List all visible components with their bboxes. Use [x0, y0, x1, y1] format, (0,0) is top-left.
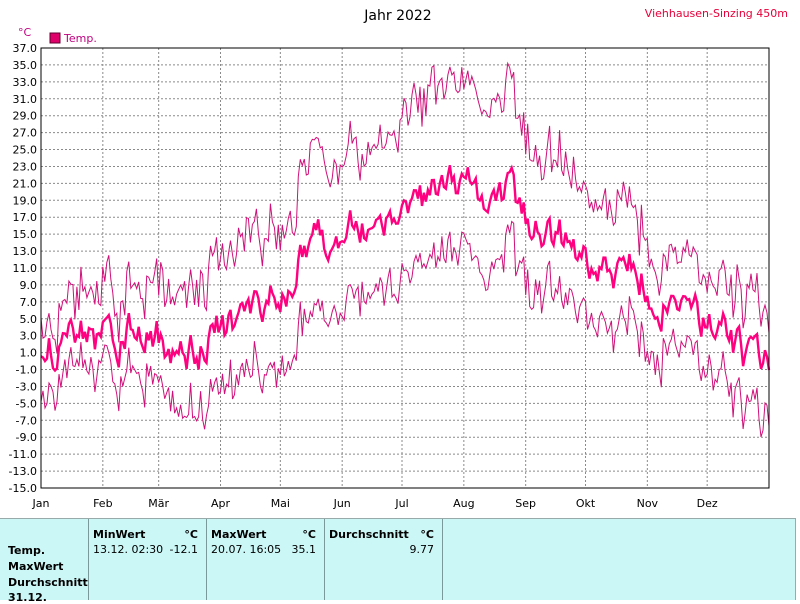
x-tick-label: Aug	[453, 497, 474, 510]
avg-value: 9.77	[409, 543, 435, 556]
min-unit: °C	[184, 528, 198, 541]
max-value: 35.1	[291, 543, 317, 556]
y-tick-label: -13.0	[9, 465, 37, 478]
y-tick-label: 9.0	[20, 279, 38, 292]
station-label: Viehhausen-Sinzing 450m	[645, 7, 788, 20]
x-tick-label: Jul	[394, 497, 408, 510]
y-tick-label: 25.0	[13, 144, 38, 157]
y-tick-label: -7.0	[16, 414, 37, 427]
x-tick-label: Apr	[211, 497, 231, 510]
row-label-temp: Temp.	[8, 544, 46, 557]
y-tick-label: 29.0	[13, 110, 38, 123]
y-axis: 37.0 35.0 33.0 31.0 29.0 27.0 25.0 23.0 21.0 19.0…	[9, 42, 37, 495]
y-tick-label: 35.0	[13, 59, 38, 72]
max-unit: °C	[302, 528, 316, 541]
y-tick-label: 17.0	[13, 211, 38, 224]
min-value: -12.1	[169, 543, 198, 556]
grid	[41, 48, 769, 488]
x-tick-label: Jun	[333, 497, 351, 510]
legend-swatch	[49, 32, 61, 44]
x-axis: Jan Feb Mär Apr Mai Jun Jul Aug Sep Okt Nov Dez	[32, 497, 718, 510]
series-line-daily-max	[40, 61, 770, 354]
row-label-maxwert: MaxWert	[8, 560, 64, 573]
y-tick-label: -3.0	[16, 380, 37, 393]
max-date: 20.07. 16:05	[211, 543, 282, 556]
stats-label-column: Temp. MaxWert Durchschnitt 31.12.	[0, 519, 89, 604]
x-tick-label: Nov	[637, 497, 659, 510]
series-line-daily-mean	[40, 164, 771, 373]
y-tick-label: -15.0	[9, 482, 37, 495]
stats-max-column: MaxWert °C 20.07. 16:05 35.1	[206, 519, 325, 600]
y-tick-label: 1.0	[20, 347, 38, 360]
row-label-date: 31.12.	[8, 591, 47, 604]
y-tick-label: 13.0	[13, 245, 38, 258]
x-tick-label: Feb	[93, 497, 112, 510]
y-tick-label: 37.0	[13, 42, 38, 55]
y-tick-label: 21.0	[13, 177, 38, 190]
y-tick-label: 7.0	[20, 296, 38, 309]
plot-border	[40, 47, 770, 489]
y-tick-label: -11.0	[9, 448, 37, 461]
row-label-durchschnitt: Durchschnitt	[8, 576, 88, 589]
legend-label: Temp.	[63, 32, 97, 45]
y-tick-label: 15.0	[13, 228, 38, 241]
stats-min-column: MinWert °C 13.12. 02:30 -12.1	[88, 519, 207, 600]
y-unit-label: °C	[18, 26, 32, 39]
chart-title: Jahr 2022	[363, 8, 431, 24]
max-header: MaxWert	[211, 528, 267, 541]
avg-header: Durchschnitt	[329, 528, 409, 541]
x-tick-label: Sep	[515, 497, 536, 510]
y-tick-label: 27.0	[13, 127, 38, 140]
y-tick-label: -9.0	[16, 431, 37, 444]
y-tick-label: 33.0	[13, 76, 38, 89]
min-header: MinWert	[93, 528, 146, 541]
min-date: 13.12. 02:30	[93, 543, 164, 556]
x-tick-label: Dez	[697, 497, 718, 510]
x-tick-label: Jan	[32, 497, 50, 510]
temperature-chart: Jahr 2022 Viehhausen-Sinzing 450m °C Tem…	[9, 7, 788, 510]
x-tick-label: Mär	[148, 497, 169, 510]
y-tick-label: 11.0	[13, 262, 38, 275]
y-tick-label: 3.0	[20, 330, 38, 343]
series-group	[40, 61, 771, 438]
avg-unit: °C	[420, 528, 434, 541]
stats-avg-column: Durchschnitt °C 9.77	[324, 519, 443, 600]
x-tick-label: Mai	[271, 497, 290, 510]
y-tick-label: -1.0	[16, 364, 37, 377]
series-line-daily-min	[40, 220, 770, 438]
y-tick-label: 31.0	[13, 93, 38, 106]
y-tick-label: 19.0	[13, 194, 38, 207]
y-tick-label: 23.0	[13, 160, 38, 173]
y-tick-label: -5.0	[16, 397, 37, 410]
stats-table: Temp. MaxWert Durchschnitt 31.12. MinWer…	[0, 518, 796, 604]
y-tick-label: 5.0	[20, 313, 38, 326]
x-tick-label: Okt	[576, 497, 596, 510]
